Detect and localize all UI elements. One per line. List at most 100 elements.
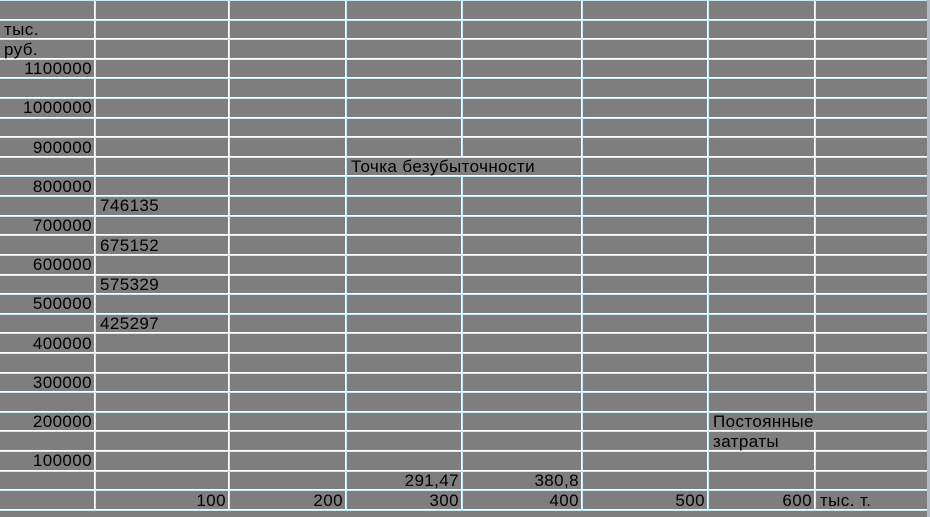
grid-cell <box>816 256 930 274</box>
grid-cell <box>463 412 583 431</box>
grid-cell <box>463 373 583 392</box>
grid-cell <box>463 157 583 176</box>
grid-cell <box>709 40 816 58</box>
grid-cell <box>583 452 709 470</box>
grid-cell <box>583 471 709 490</box>
grid-cell <box>96 216 230 235</box>
grid-cell <box>463 138 583 156</box>
grid-cell <box>709 1 816 19</box>
grid-horizontal-line <box>0 77 930 80</box>
grid-cell <box>230 452 347 470</box>
grid-cell <box>347 353 463 372</box>
grid-row: 425297 <box>0 314 930 333</box>
y-tick-label: 400000 <box>0 334 96 352</box>
grid-cell <box>0 1 96 19</box>
grid-cell <box>0 491 96 509</box>
grid-cell <box>96 412 230 431</box>
grid-horizontal-line <box>0 155 930 158</box>
grid-cell <box>816 217 930 235</box>
grid-row: руб. <box>0 40 930 58</box>
grid-cell <box>583 138 709 156</box>
grid-row: 900000 <box>0 138 930 156</box>
grid-row: 300000 <box>0 373 930 392</box>
grid-cell <box>96 373 230 392</box>
grid-cell <box>230 59 347 78</box>
grid-cell <box>816 79 930 97</box>
grid-cell <box>347 99 463 117</box>
grid-cell <box>347 373 463 392</box>
grid-cell <box>816 177 930 195</box>
y-tick-label: 700000 <box>0 216 96 235</box>
grid-row: 400000 <box>0 334 930 352</box>
grid-cell <box>709 452 816 470</box>
grid-cell <box>583 373 709 392</box>
grid-cell <box>96 138 230 156</box>
grid-row <box>0 1 930 19</box>
grid-cell <box>709 118 816 137</box>
grid-cell <box>463 118 583 137</box>
grid-cell <box>96 177 230 196</box>
grid-cell <box>583 99 709 117</box>
x-tick-label: 200 <box>230 491 347 509</box>
grid-horizontal-line <box>0 450 930 453</box>
grid-cell <box>709 373 816 392</box>
grid-cell <box>0 314 96 333</box>
y-tick-label: 1100000 <box>0 59 96 78</box>
grid-row: затраты <box>0 432 930 451</box>
grid-cell <box>0 118 96 137</box>
grid-cell <box>583 314 709 333</box>
grid-cell <box>96 20 230 39</box>
grid-cell <box>96 157 230 176</box>
grid-cell <box>463 197 583 215</box>
y-axis-title-line1: тыс. <box>0 20 96 39</box>
x-tick-label: 400 <box>463 491 583 509</box>
grid-row: 1000000 <box>0 99 930 117</box>
grid-horizontal-line <box>0 508 930 511</box>
grid-cell <box>463 452 583 470</box>
grid-cell <box>816 315 930 333</box>
grid-cell <box>347 295 463 313</box>
grid-cell <box>230 255 347 274</box>
grid-cell <box>463 393 583 411</box>
grid-cell <box>816 197 930 215</box>
grid-cell <box>583 334 709 352</box>
grid-cell <box>709 353 816 372</box>
grid-cell <box>709 255 816 274</box>
grid-cell <box>709 393 816 411</box>
grid-cell <box>96 79 230 98</box>
grid-cell <box>463 40 583 58</box>
y-tick-label: 500000 <box>0 295 96 313</box>
grid-cell <box>583 59 709 78</box>
fixed-costs-annotation-line2: затраты <box>709 432 816 451</box>
y-tick-label: 1000000 <box>0 99 96 117</box>
grid-cell <box>0 79 96 98</box>
grid-cell <box>230 373 347 392</box>
grid-cell <box>230 412 347 431</box>
grid-cell <box>709 236 816 254</box>
grid-row: 800000 <box>0 177 930 196</box>
grid-cell <box>230 216 347 235</box>
grid-cell <box>816 432 930 450</box>
grid-cell <box>347 216 463 235</box>
grid-cell <box>816 354 930 372</box>
grid-row <box>0 79 930 98</box>
grid-cell <box>96 295 230 313</box>
grid-cell <box>230 295 347 313</box>
grid-horizontal-line <box>0 489 930 492</box>
grid-horizontal-line <box>0 18 930 21</box>
grid-cell <box>230 334 347 352</box>
grid-cell <box>463 353 583 372</box>
grid-row: 100 200 300 400 500 600 тыс. т. <box>0 491 930 509</box>
grid-cell <box>96 59 230 78</box>
grid-cell <box>347 138 463 156</box>
grid-horizontal-line <box>0 253 930 256</box>
grid-row: 746135 <box>0 197 930 215</box>
grid-cell <box>463 20 583 39</box>
grid-row: Точка безубыточности <box>0 157 930 176</box>
grid-cell <box>816 158 930 176</box>
grid-cell <box>709 295 816 313</box>
x-axis-title: тыс. т. <box>820 490 872 510</box>
grid-horizontal-line <box>0 195 930 198</box>
